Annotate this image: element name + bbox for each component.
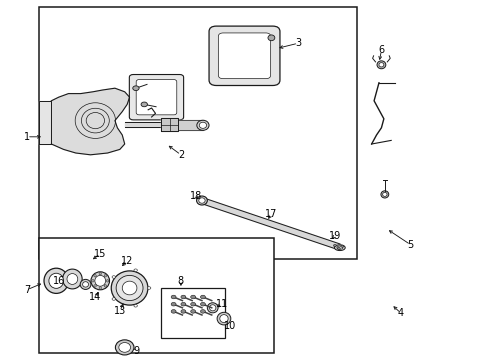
Ellipse shape <box>334 245 345 251</box>
Ellipse shape <box>207 303 218 313</box>
Text: 2: 2 <box>178 150 183 160</box>
Ellipse shape <box>94 274 96 277</box>
Ellipse shape <box>333 244 336 247</box>
Polygon shape <box>178 120 203 130</box>
Bar <box>39 7 356 259</box>
Ellipse shape <box>171 302 176 306</box>
Bar <box>39 238 273 353</box>
Text: 14: 14 <box>89 292 102 302</box>
FancyBboxPatch shape <box>209 26 279 85</box>
Ellipse shape <box>190 295 195 299</box>
Ellipse shape <box>49 273 63 288</box>
Ellipse shape <box>181 295 185 299</box>
Ellipse shape <box>133 86 139 90</box>
Ellipse shape <box>67 274 78 284</box>
Ellipse shape <box>199 122 206 129</box>
Text: 9: 9 <box>134 346 140 356</box>
Ellipse shape <box>112 298 115 300</box>
Ellipse shape <box>267 35 274 41</box>
Ellipse shape <box>171 295 176 299</box>
Ellipse shape <box>196 120 209 130</box>
Text: 17: 17 <box>264 209 277 219</box>
Text: 12: 12 <box>121 256 133 266</box>
Ellipse shape <box>99 272 101 275</box>
Text: 18: 18 <box>189 191 202 201</box>
Ellipse shape <box>171 310 176 313</box>
Ellipse shape <box>44 268 68 293</box>
Ellipse shape <box>200 295 205 299</box>
Ellipse shape <box>92 279 94 282</box>
Ellipse shape <box>116 275 142 301</box>
Ellipse shape <box>200 302 205 306</box>
Ellipse shape <box>104 285 106 287</box>
Ellipse shape <box>99 287 101 289</box>
Ellipse shape <box>340 245 343 247</box>
Ellipse shape <box>91 272 109 290</box>
Text: 13: 13 <box>113 306 126 316</box>
Polygon shape <box>39 101 51 144</box>
Ellipse shape <box>147 287 150 289</box>
Text: 7: 7 <box>24 285 30 295</box>
Ellipse shape <box>95 275 105 286</box>
Ellipse shape <box>181 302 185 306</box>
Ellipse shape <box>380 191 388 198</box>
Ellipse shape <box>196 196 207 205</box>
Ellipse shape <box>181 310 185 313</box>
Ellipse shape <box>106 279 108 282</box>
Polygon shape <box>161 118 178 131</box>
Ellipse shape <box>336 246 342 249</box>
Ellipse shape <box>198 198 205 203</box>
Text: 11: 11 <box>216 299 228 309</box>
Ellipse shape <box>122 281 137 295</box>
Text: 3: 3 <box>295 38 301 48</box>
Polygon shape <box>124 122 203 127</box>
FancyBboxPatch shape <box>218 33 270 79</box>
Text: 16: 16 <box>52 276 65 286</box>
Ellipse shape <box>220 315 227 323</box>
Text: 19: 19 <box>328 231 341 241</box>
Ellipse shape <box>190 310 195 313</box>
Ellipse shape <box>190 302 195 306</box>
Ellipse shape <box>378 63 383 67</box>
Ellipse shape <box>112 276 115 278</box>
Ellipse shape <box>80 279 91 289</box>
Ellipse shape <box>104 274 106 277</box>
Ellipse shape <box>119 343 130 352</box>
Text: 15: 15 <box>94 249 106 259</box>
Ellipse shape <box>134 305 137 307</box>
Ellipse shape <box>111 271 147 305</box>
FancyBboxPatch shape <box>129 75 183 120</box>
Ellipse shape <box>209 305 215 311</box>
Ellipse shape <box>94 285 96 287</box>
Text: 1: 1 <box>24 132 30 142</box>
Ellipse shape <box>217 312 230 325</box>
Ellipse shape <box>62 269 82 289</box>
Text: 8: 8 <box>178 276 183 286</box>
Ellipse shape <box>141 102 147 107</box>
Ellipse shape <box>337 247 340 249</box>
Ellipse shape <box>382 192 386 197</box>
Text: 5: 5 <box>407 240 413 250</box>
Text: 4: 4 <box>397 308 403 318</box>
Ellipse shape <box>82 282 88 287</box>
Polygon shape <box>201 198 339 249</box>
Ellipse shape <box>115 340 134 355</box>
Text: 10: 10 <box>223 321 236 331</box>
Ellipse shape <box>200 310 205 313</box>
Ellipse shape <box>376 61 385 69</box>
Text: 6: 6 <box>378 45 384 55</box>
Ellipse shape <box>134 269 137 271</box>
FancyBboxPatch shape <box>136 80 177 115</box>
Bar <box>161 288 224 338</box>
Polygon shape <box>51 88 129 155</box>
